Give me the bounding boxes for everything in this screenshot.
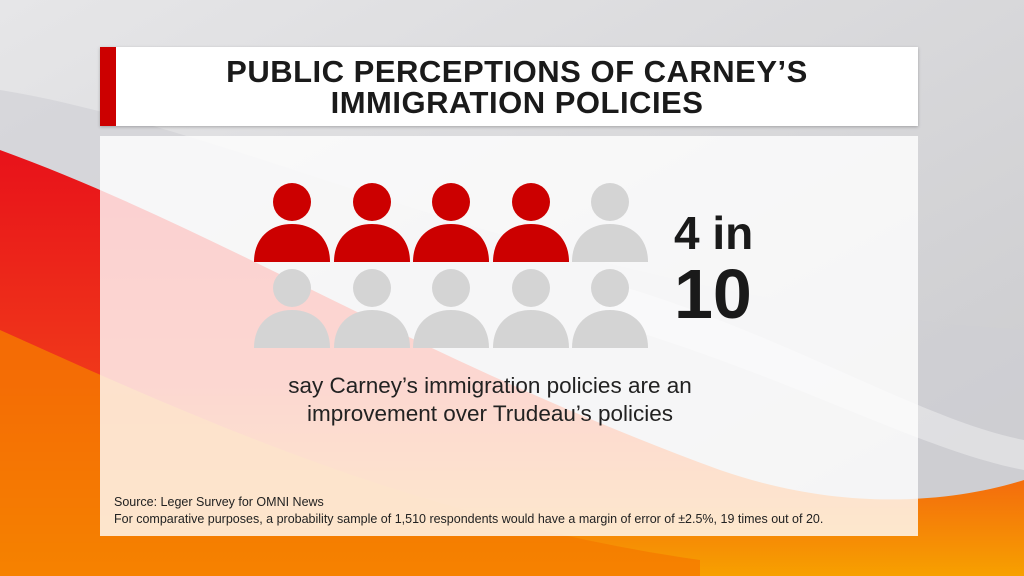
caption-line-2: improvement over Trudeau’s policies	[306, 401, 673, 426]
person-icon	[332, 182, 412, 262]
stat-figure: 4 in 10	[674, 208, 753, 330]
person-icon-grid	[252, 182, 652, 352]
title-line-2: IMMIGRATION POLICIES	[330, 85, 704, 120]
caption-line-1: say Carney’s immigration policies are an	[288, 373, 692, 398]
person-icon	[570, 182, 650, 262]
person-icon	[491, 182, 571, 262]
stat-line-1: 4 in	[674, 207, 754, 259]
stat-line-2: 10	[674, 255, 752, 333]
stat-caption: say Carney’s immigration policies are an…	[240, 372, 740, 428]
source-note: Source: Leger Survey for OMNI News For c…	[114, 494, 823, 528]
person-icon	[411, 268, 491, 348]
source-line-2: For comparative purposes, a probability …	[114, 512, 824, 526]
person-icon	[570, 268, 650, 348]
content-panel: 4 in 10 say Carney’s immigration policie…	[100, 136, 918, 536]
person-icon	[252, 268, 332, 348]
person-icon	[252, 182, 332, 262]
title-accent-bar	[100, 47, 116, 126]
page-title: PUBLIC PERCEPTIONS OF CARNEY’S IMMIGRATI…	[116, 56, 918, 118]
title-bar: PUBLIC PERCEPTIONS OF CARNEY’S IMMIGRATI…	[100, 47, 918, 126]
person-icon	[491, 268, 571, 348]
person-icon	[332, 268, 412, 348]
person-icon	[411, 182, 491, 262]
title-line-1: PUBLIC PERCEPTIONS OF CARNEY’S	[226, 54, 808, 89]
source-line-1: Source: Leger Survey for OMNI News	[114, 495, 324, 509]
